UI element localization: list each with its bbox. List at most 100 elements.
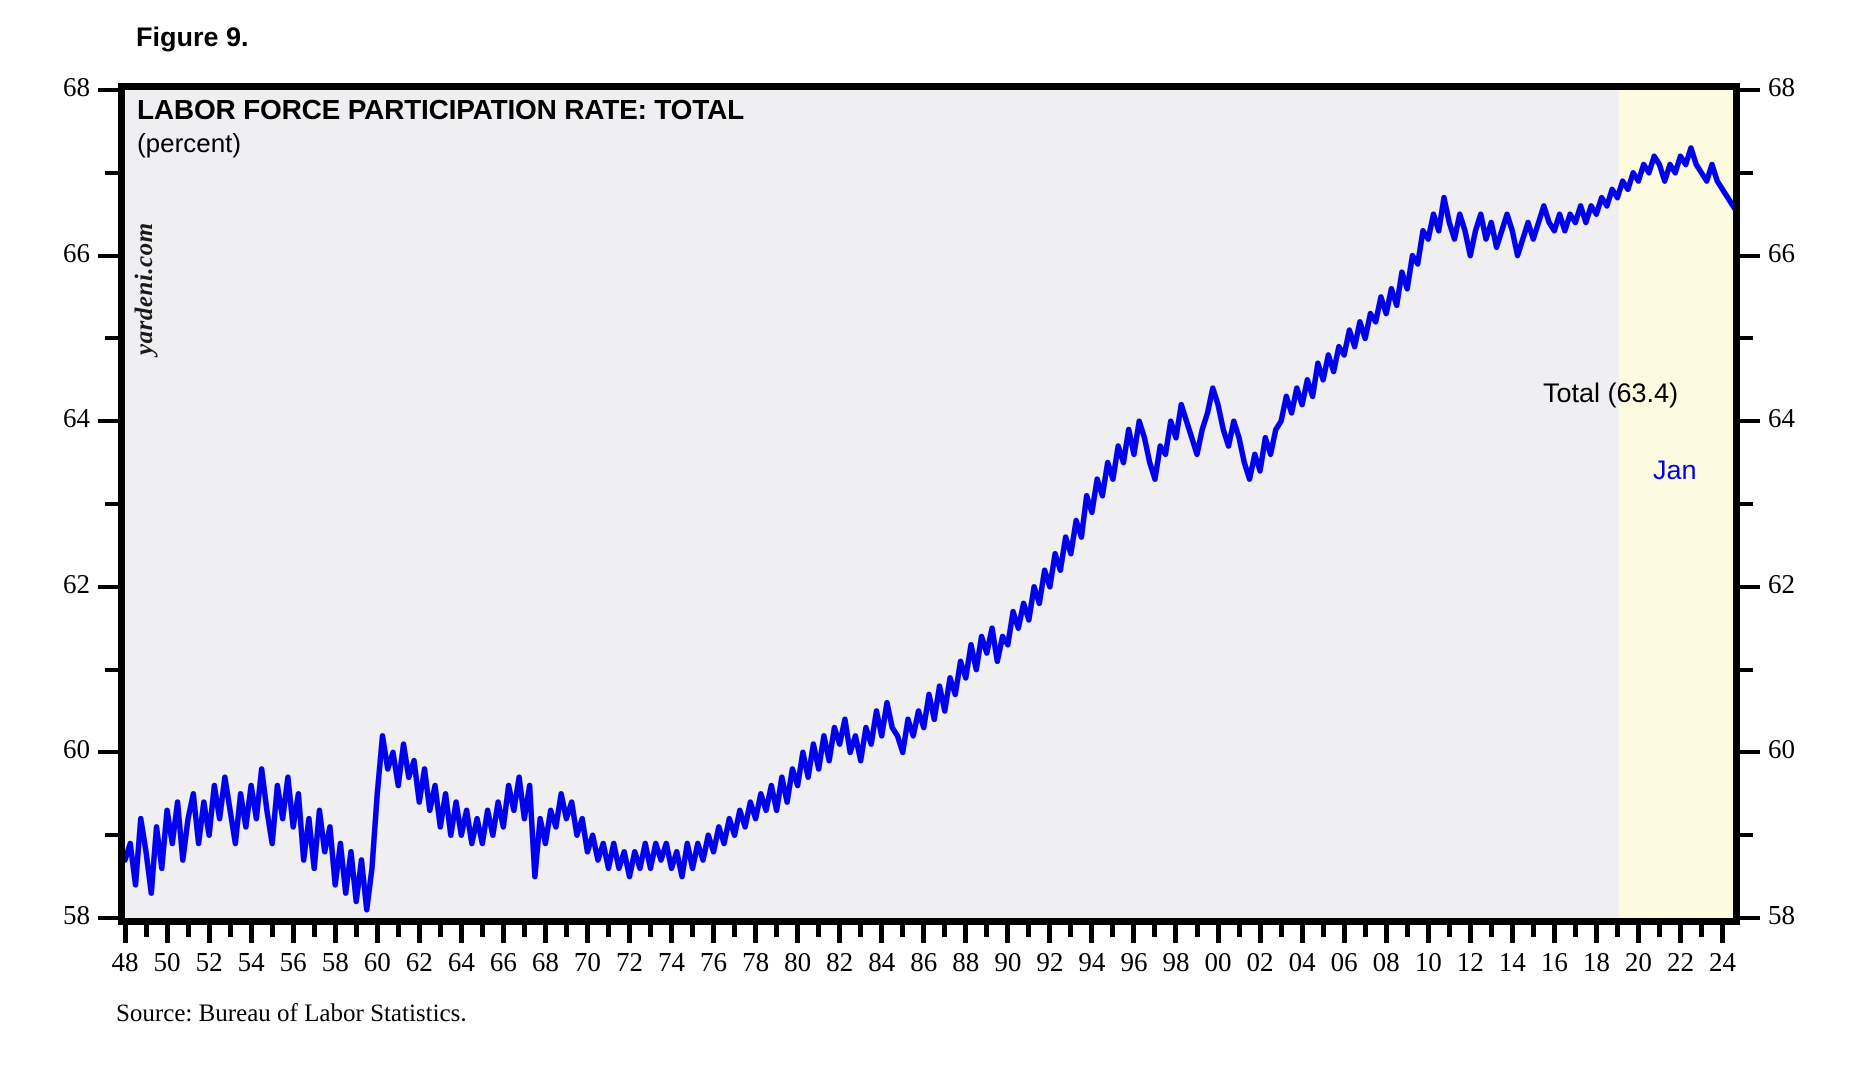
- x-axis-tick: [942, 925, 948, 937]
- x-axis-tick: [269, 925, 275, 937]
- x-axis-label: 04: [1288, 947, 1316, 977]
- x-axis-label: 76: [700, 947, 728, 977]
- x-axis-label: 10: [1414, 947, 1442, 977]
- chart-line-svg: [125, 90, 1733, 918]
- x-axis-label: 52: [195, 947, 223, 977]
- x-axis-tick: [353, 925, 359, 937]
- x-axis-tick: [311, 925, 317, 937]
- x-axis-label: 64: [447, 947, 475, 977]
- x-axis-tick: [206, 925, 212, 943]
- y-axis-label-left: 58: [63, 900, 90, 930]
- y-axis-tick-right: [1740, 88, 1760, 92]
- y-axis-tick-left: [105, 833, 118, 838]
- x-axis-tick: [690, 925, 696, 937]
- y-axis-tick-right: [1740, 667, 1753, 672]
- x-axis-label: 90: [994, 947, 1022, 977]
- y-axis-label-right: 58: [1768, 900, 1795, 930]
- x-axis-tick: [521, 925, 527, 937]
- x-axis-tick: [858, 925, 864, 937]
- x-axis-label: 70: [573, 947, 601, 977]
- x-axis-tick: [1656, 925, 1662, 937]
- x-axis-label: 56: [279, 947, 307, 977]
- last-observation-label: Jan: [1653, 455, 1697, 485]
- x-axis-tick: [1299, 925, 1305, 943]
- x-axis-tick: [1530, 925, 1536, 937]
- chart-plot-area: LABOR FORCE PARTICIPATION RATE: TOTAL (p…: [118, 83, 1740, 925]
- x-axis-tick: [458, 925, 464, 943]
- x-axis-label: 08: [1372, 947, 1400, 977]
- y-axis-tick-left: [98, 88, 118, 92]
- y-axis-tick-right: [1740, 750, 1760, 755]
- x-axis-tick: [1278, 925, 1284, 937]
- x-axis-tick: [1467, 925, 1473, 943]
- x-axis-tick: [1488, 925, 1494, 937]
- x-axis-tick: [1635, 925, 1641, 943]
- x-axis-tick: [1257, 925, 1263, 943]
- x-axis-tick: [900, 925, 906, 937]
- y-axis-tick-right: [1740, 170, 1753, 175]
- chart-title: LABOR FORCE PARTICIPATION RATE: TOTAL: [137, 94, 745, 125]
- y-axis-label-right: 66: [1768, 237, 1795, 268]
- x-axis-tick: [1404, 925, 1410, 937]
- x-axis-tick: [984, 925, 990, 937]
- x-axis-tick: [542, 925, 548, 943]
- y-axis-label-right: 64: [1768, 403, 1795, 434]
- x-axis-label: 86: [910, 947, 938, 977]
- x-axis-label: 82: [826, 947, 854, 977]
- x-axis-tick: [374, 925, 380, 943]
- y-axis-tick-right: [1740, 916, 1760, 920]
- x-axis-tick: [1068, 925, 1074, 937]
- x-axis-tick: [963, 925, 969, 943]
- x-axis-tick: [500, 925, 506, 943]
- chart-subtitle: (percent): [137, 128, 242, 158]
- x-axis-tick: [1551, 925, 1557, 943]
- y-axis-tick-right: [1740, 584, 1760, 589]
- x-axis-label: 78: [742, 947, 770, 977]
- x-axis-label: 12: [1456, 947, 1484, 977]
- x-axis-tick: [479, 925, 485, 937]
- x-axis-tick: [122, 925, 128, 943]
- x-axis-tick: [584, 925, 590, 943]
- x-axis-label: 22: [1666, 947, 1694, 977]
- x-axis-tick: [669, 925, 674, 943]
- x-axis-tick: [395, 925, 401, 937]
- y-axis-tick-left: [98, 584, 118, 589]
- y-axis-tick-right: [1740, 502, 1753, 506]
- x-axis-tick: [753, 925, 759, 943]
- x-axis-tick: [879, 925, 885, 943]
- y-axis-label-right: 68: [1768, 72, 1795, 102]
- x-axis-tick: [1425, 925, 1431, 943]
- x-axis-label: 68: [531, 947, 559, 977]
- y-axis-tick-left: [105, 336, 118, 341]
- x-axis-label: 14: [1498, 947, 1526, 977]
- x-axis-tick: [1446, 925, 1452, 937]
- y-axis-tick-left: [105, 170, 118, 175]
- data-period-band: [125, 90, 1620, 918]
- y-axis-tick-right: [1740, 833, 1753, 838]
- x-axis-label: 92: [1036, 947, 1064, 977]
- x-axis-tick: [1173, 925, 1179, 943]
- x-axis-tick: [837, 925, 843, 943]
- series-value-label: Total (63.4): [1543, 378, 1679, 408]
- x-axis-tick: [1152, 925, 1158, 937]
- y-axis-tick-left: [98, 419, 118, 424]
- x-axis-label: 84: [868, 947, 896, 977]
- x-axis-label: 98: [1162, 947, 1190, 977]
- x-axis-label: 54: [237, 947, 265, 977]
- x-axis-tick: [437, 925, 443, 937]
- y-axis-tick-left: [98, 253, 118, 258]
- y-axis-label-right: 60: [1768, 734, 1795, 765]
- x-axis-label: 58: [321, 947, 349, 977]
- x-axis-tick: [647, 925, 653, 937]
- x-axis-tick: [227, 925, 233, 937]
- x-axis-label: 74: [658, 947, 685, 977]
- x-axis-label: 72: [615, 947, 643, 977]
- x-axis-tick: [143, 925, 149, 937]
- x-axis-tick: [1215, 925, 1221, 943]
- y-axis-label-left: 64: [63, 403, 90, 434]
- x-axis-tick: [290, 925, 296, 943]
- y-axis-tick-right: [1740, 419, 1760, 424]
- x-axis-tick: [711, 925, 717, 943]
- x-axis-label: 94: [1078, 947, 1106, 977]
- x-axis-label: 16: [1540, 947, 1568, 977]
